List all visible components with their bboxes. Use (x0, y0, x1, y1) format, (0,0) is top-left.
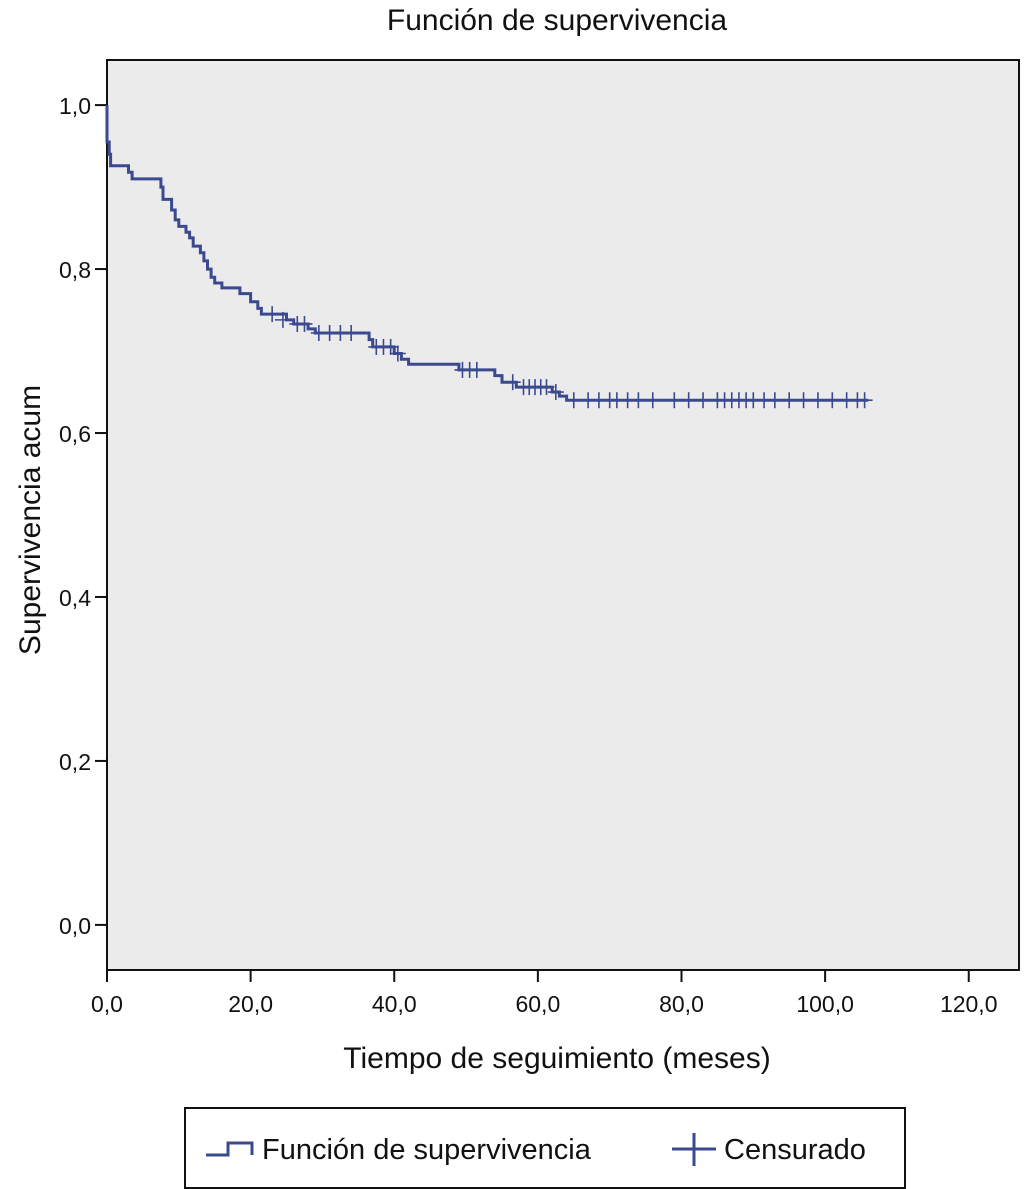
x-tick-label: 80,0 (659, 991, 704, 1017)
x-tick-label: 60,0 (515, 991, 560, 1017)
censored-mark (565, 392, 582, 409)
censored-mark (504, 374, 521, 391)
y-tick-label: 0,6 (59, 421, 91, 447)
censored-mark (538, 379, 555, 396)
legend-box (184, 1107, 906, 1189)
censored-mark (824, 392, 841, 409)
censored-marks (264, 306, 873, 409)
censored-mark (666, 392, 683, 409)
y-tick-label: 1,0 (59, 93, 91, 119)
legend: Función de supervivencia Censurado (184, 1107, 906, 1189)
x-tick-label: 40,0 (372, 991, 417, 1017)
legend-label-survival: Función de supervivencia (262, 1134, 592, 1166)
y-tick-label: 0,4 (59, 585, 91, 611)
censored-mark (680, 392, 697, 409)
y-tick-label: 0,2 (59, 749, 91, 775)
y-axis: 0,0 0,2 0,4 0,6 0,8 1,0 (59, 93, 107, 939)
censored-mark (296, 315, 313, 332)
y-tick-label: 0,0 (59, 913, 91, 939)
censored-mark (695, 392, 712, 409)
censored-mark (343, 325, 360, 341)
x-axis: 0,0 20,0 40,0 60,0 80,0 100,0 120,0 (91, 970, 998, 1017)
legend-step-swatch (206, 1141, 254, 1157)
censored-mark (781, 392, 798, 409)
chart-title: Función de supervivencia (387, 4, 728, 37)
censored-mark (382, 338, 399, 355)
censored-mark (547, 384, 564, 401)
censored-mark (766, 392, 783, 409)
legend-censor-swatch (672, 1133, 716, 1166)
censored-mark (809, 392, 826, 409)
x-tick-label: 100,0 (796, 991, 854, 1017)
legend-label-censored: Censurado (724, 1134, 866, 1166)
censored-mark (389, 345, 406, 362)
censored-mark (274, 311, 291, 328)
plot-area (106, 59, 1020, 971)
y-axis-label: Supervivencia acum (14, 385, 47, 655)
x-tick-label: 0,0 (91, 991, 123, 1017)
censored-mark (468, 361, 485, 378)
censored-mark (856, 392, 873, 409)
x-axis-label: Tiempo de seguimiento (meses) (343, 1042, 770, 1075)
censored-mark (264, 306, 281, 323)
y-tick-label: 0,8 (59, 257, 91, 283)
censored-mark (630, 392, 647, 409)
censored-mark (644, 392, 661, 409)
x-tick-label: 120,0 (940, 991, 998, 1017)
censored-mark (795, 392, 812, 409)
x-tick-label: 20,0 (228, 991, 273, 1017)
